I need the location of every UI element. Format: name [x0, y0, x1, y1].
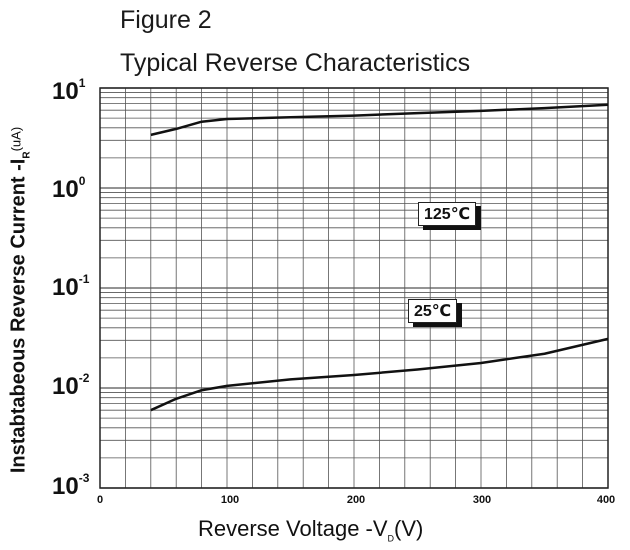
x-tick-label: 0 [96, 494, 104, 506]
x-axis-label-text: Reverse Voltage -V [198, 516, 388, 541]
x-axis-label: Reverse Voltage -VD(V) [198, 516, 423, 543]
y-tick-label: 10-2 [52, 371, 90, 400]
series-line [150, 337, 609, 412]
y-tick-label: 100 [52, 174, 86, 203]
annotation-125c: 125℃ [418, 202, 477, 226]
x-axis-label-suffix: (V) [394, 516, 424, 541]
y-tick-label: 10-3 [52, 471, 90, 500]
y-axis-label-unit: (uA) [8, 126, 24, 152]
x-tick-label: 100 [220, 494, 240, 506]
x-tick-label: 200 [346, 494, 366, 506]
y-axis-label: Instabtabeous Reverse Current -IR(uA) [8, 127, 33, 473]
series-line [150, 103, 609, 137]
y-tick-label: 101 [52, 76, 86, 105]
plot-frame [99, 87, 609, 489]
x-tick-label: 400 [596, 494, 616, 506]
figure-label: Figure 2 [120, 6, 212, 34]
y-axis-label-subscript: R [21, 151, 33, 159]
chart-title: Typical Reverse Characteristics [120, 49, 471, 77]
annotation-25c: 25℃ [408, 299, 458, 323]
x-tick-label: 300 [472, 494, 492, 506]
y-axis-label-text: Instabtabeous Reverse Current -I [7, 158, 30, 474]
x-axis-label-subscript: D [387, 533, 395, 544]
y-tick-label: 10-1 [52, 272, 90, 301]
